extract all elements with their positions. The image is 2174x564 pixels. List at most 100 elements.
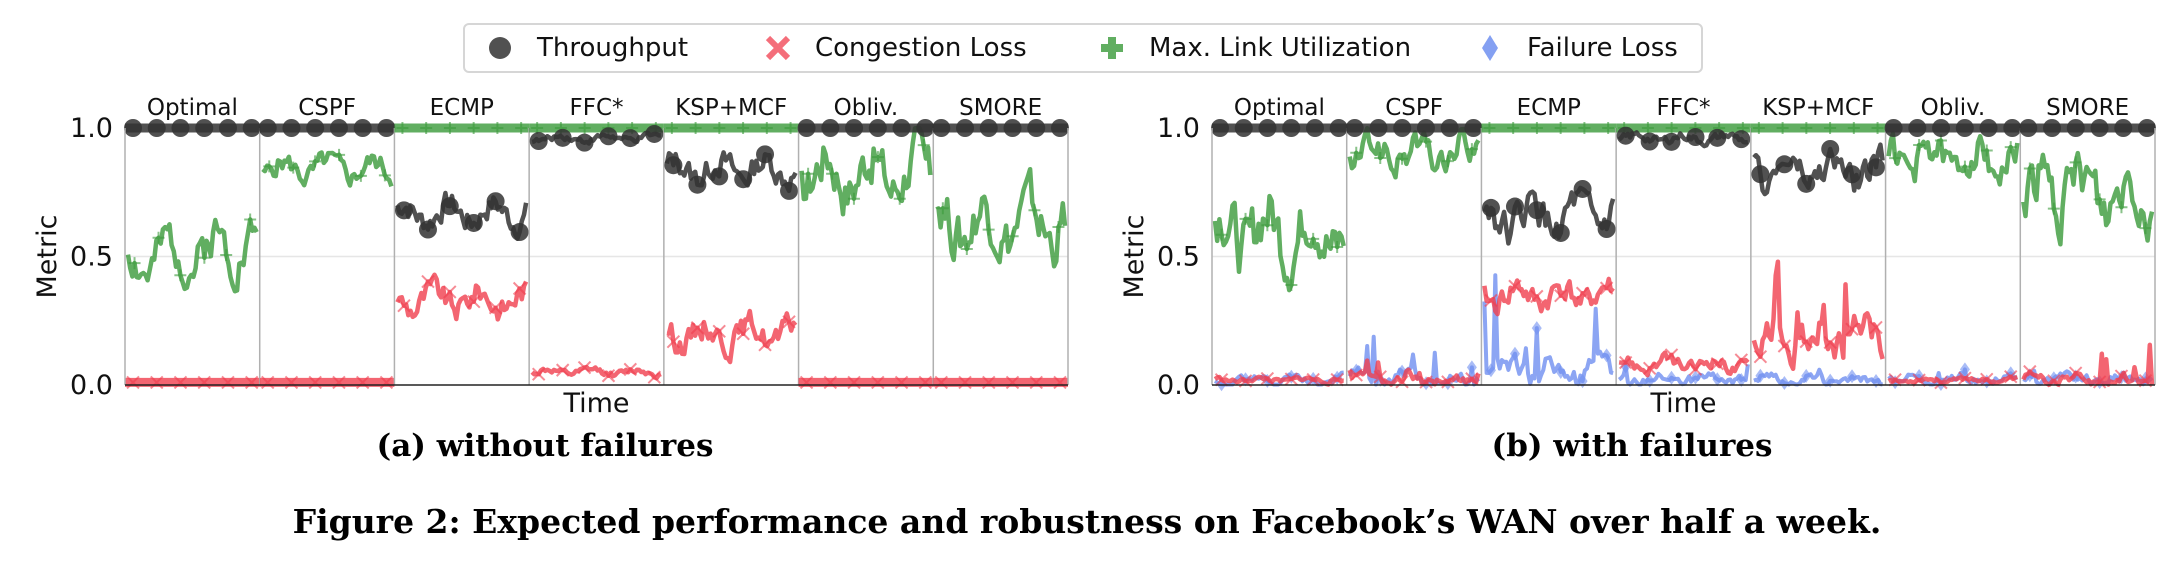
- utilization-point: [1800, 122, 1813, 134]
- throughput-point: [1505, 197, 1524, 216]
- utilization-point: [1420, 135, 1433, 148]
- utilization-point: [1006, 230, 1019, 243]
- failure-loss-point: [1847, 369, 1858, 384]
- failure-loss-point: [1690, 370, 1701, 385]
- series-line-max-link-utilization: [1212, 193, 1346, 293]
- congestion-loss-point: [1934, 375, 1948, 390]
- legend: Throughput Congestion Loss Max. Link Uti…: [463, 23, 1703, 73]
- congestion-loss-point: [1575, 286, 1590, 300]
- throughput-point: [2019, 119, 2038, 137]
- throughput-point: [1908, 119, 1927, 137]
- series-line-max-link-utilization: [1886, 131, 2020, 187]
- congestion-loss-point: [1753, 349, 1768, 364]
- series-line-max-link-utilization: [935, 166, 1068, 269]
- subplot-obliv: Obliv.: [797, 95, 935, 390]
- throughput-point: [1527, 201, 1546, 220]
- utilization-point: [287, 161, 300, 174]
- congestion-loss-point: [823, 375, 838, 390]
- congestion-loss-point: [1777, 339, 1792, 353]
- throughput-point: [1821, 140, 1840, 159]
- utilization-point: [333, 148, 346, 161]
- congestion-loss-point: [1799, 334, 1813, 349]
- utilization-point: [737, 122, 750, 134]
- congestion-loss-point: [1029, 375, 1043, 390]
- figure-caption: Figure 2: Expected performance and robus…: [292, 502, 1882, 541]
- y-axis-label: Metric: [32, 215, 63, 299]
- utilization-point: [354, 169, 367, 182]
- congestion-loss-point: [2092, 375, 2107, 389]
- utilization-point: [1350, 146, 1363, 159]
- series-line-congestion-loss: [395, 272, 529, 322]
- congestion-loss-point: [1845, 322, 1859, 336]
- throughput-point: [171, 119, 190, 137]
- throughput-point: [329, 119, 348, 137]
- utilization-point: [244, 213, 257, 226]
- series-line-max-link-utilization: [261, 150, 394, 188]
- utilization-point: [760, 122, 773, 134]
- utilization-point: [1980, 144, 1993, 157]
- congestion-loss-point: [1869, 320, 1883, 335]
- throughput-point: [1884, 119, 1903, 137]
- subplot-label: ECMP: [1517, 95, 1581, 121]
- congestion-loss-point: [934, 375, 948, 390]
- series-line-throughput: [1482, 185, 1616, 246]
- congestion-loss-point: [782, 315, 796, 329]
- utilization-point: [174, 269, 187, 282]
- utilization-point: [1331, 240, 1344, 253]
- utilization-point: [467, 122, 480, 134]
- throughput-point: [688, 175, 707, 194]
- congestion-loss-point: [488, 301, 503, 315]
- throughput-point: [1393, 119, 1412, 137]
- utilization-point: [917, 139, 930, 152]
- congestion-loss-point: [379, 375, 394, 390]
- throughput-point: [645, 124, 664, 143]
- y-tick-label: 0.5: [1157, 242, 1200, 273]
- utilization-point: [1578, 122, 1591, 134]
- throughput-point: [1211, 119, 1229, 137]
- congestion-loss-point: [712, 324, 726, 338]
- series-line-congestion-loss: [1347, 358, 1481, 387]
- failure-loss-point: [1531, 321, 1542, 336]
- congestion-loss-point: [1284, 372, 1299, 386]
- throughput-point: [2066, 119, 2085, 137]
- failure-loss-point: [1959, 362, 1970, 377]
- utilization-point: [198, 251, 211, 264]
- throughput-point: [1640, 132, 1659, 151]
- throughput-point: [1258, 119, 1277, 137]
- series-line-congestion-loss: [1618, 350, 1750, 378]
- congestion-loss-point: [1554, 289, 1568, 303]
- utilization-point: [1307, 232, 1320, 245]
- congestion-loss-point: [1484, 293, 1498, 308]
- throughput-point: [1662, 132, 1681, 151]
- throughput-point: [529, 132, 548, 151]
- subplot-label: KSP+MCF: [675, 95, 787, 121]
- series-line-max-link-utilization: [125, 217, 259, 294]
- failure-loss-point: [1801, 368, 1812, 383]
- utilization-point: [1285, 278, 1298, 291]
- throughput-point: [621, 129, 640, 148]
- y-tick-label: 0.0: [70, 370, 113, 401]
- series-line-congestion-loss: [1213, 374, 1344, 387]
- failure-loss-point: [1736, 372, 1747, 387]
- congestion-loss-point: [555, 363, 570, 377]
- congestion-loss-point: [245, 375, 259, 390]
- congestion-loss-point: [2023, 364, 2037, 379]
- subplot-label: CSPF: [298, 95, 356, 121]
- subplot-smore: SMORE: [2019, 95, 2156, 390]
- throughput-point: [1305, 119, 1324, 137]
- utilization-point: [2093, 193, 2106, 206]
- plus-marker-icon: [1101, 37, 1123, 59]
- utilization-point: [1602, 122, 1615, 134]
- failure-loss-point: [1555, 365, 1566, 380]
- throughput-point: [1369, 119, 1388, 137]
- throughput-point: [1051, 119, 1069, 137]
- utilization-point: [128, 257, 141, 270]
- subplot-cspf: CSPF: [258, 95, 396, 390]
- throughput-point: [1797, 174, 1816, 193]
- throughput-point: [1440, 119, 1459, 137]
- utilization-point: [1871, 122, 1884, 134]
- x-axis-label: Time: [562, 388, 629, 419]
- throughput-point: [664, 156, 683, 175]
- throughput-point: [195, 119, 214, 137]
- utilization-point: [263, 160, 276, 173]
